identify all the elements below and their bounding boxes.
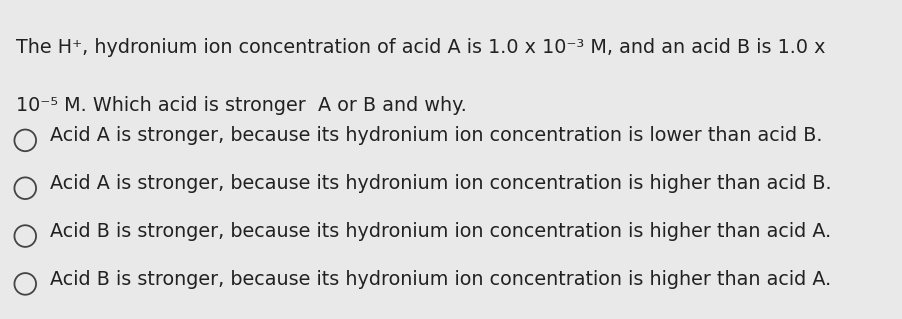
Text: Acid A is stronger, because its hydronium ion concentration is lower than acid B: Acid A is stronger, because its hydroniu…	[50, 126, 822, 145]
Text: 10⁻⁵ M. Which acid is stronger  A or B and why.: 10⁻⁵ M. Which acid is stronger A or B an…	[16, 96, 467, 115]
Text: Acid A is stronger, because its hydronium ion concentration is higher than acid : Acid A is stronger, because its hydroniu…	[50, 174, 832, 193]
Text: The H⁺, hydronium ion concentration of acid A is 1.0 x 10⁻³ M, and an acid B is : The H⁺, hydronium ion concentration of a…	[16, 38, 825, 57]
Text: Acid B is stronger, because its hydronium ion concentration is higher than acid : Acid B is stronger, because its hydroniu…	[50, 222, 831, 241]
Text: Acid B is stronger, because its hydronium ion concentration is higher than acid : Acid B is stronger, because its hydroniu…	[50, 270, 831, 289]
